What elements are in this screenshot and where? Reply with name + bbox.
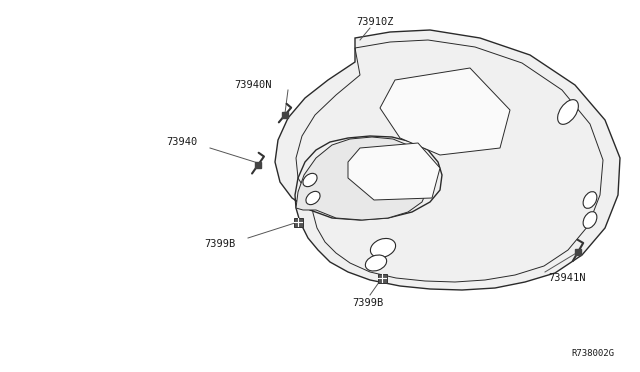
Text: 73940: 73940 — [167, 137, 198, 147]
PathPatch shape — [275, 30, 620, 290]
Text: 73941N: 73941N — [548, 273, 586, 283]
PathPatch shape — [296, 137, 428, 220]
FancyBboxPatch shape — [294, 218, 303, 227]
Ellipse shape — [365, 255, 387, 271]
Ellipse shape — [583, 192, 597, 208]
Ellipse shape — [557, 100, 579, 124]
Text: 7399B: 7399B — [353, 298, 383, 308]
Text: R738002G: R738002G — [571, 350, 614, 359]
FancyBboxPatch shape — [378, 274, 387, 283]
Ellipse shape — [306, 191, 320, 205]
PathPatch shape — [348, 143, 440, 200]
Text: 7399B: 7399B — [205, 239, 236, 249]
PathPatch shape — [380, 68, 510, 155]
Text: 73940N: 73940N — [234, 80, 272, 90]
Ellipse shape — [583, 212, 597, 228]
Text: 73910Z: 73910Z — [356, 17, 394, 27]
Ellipse shape — [371, 238, 396, 257]
Ellipse shape — [303, 173, 317, 187]
